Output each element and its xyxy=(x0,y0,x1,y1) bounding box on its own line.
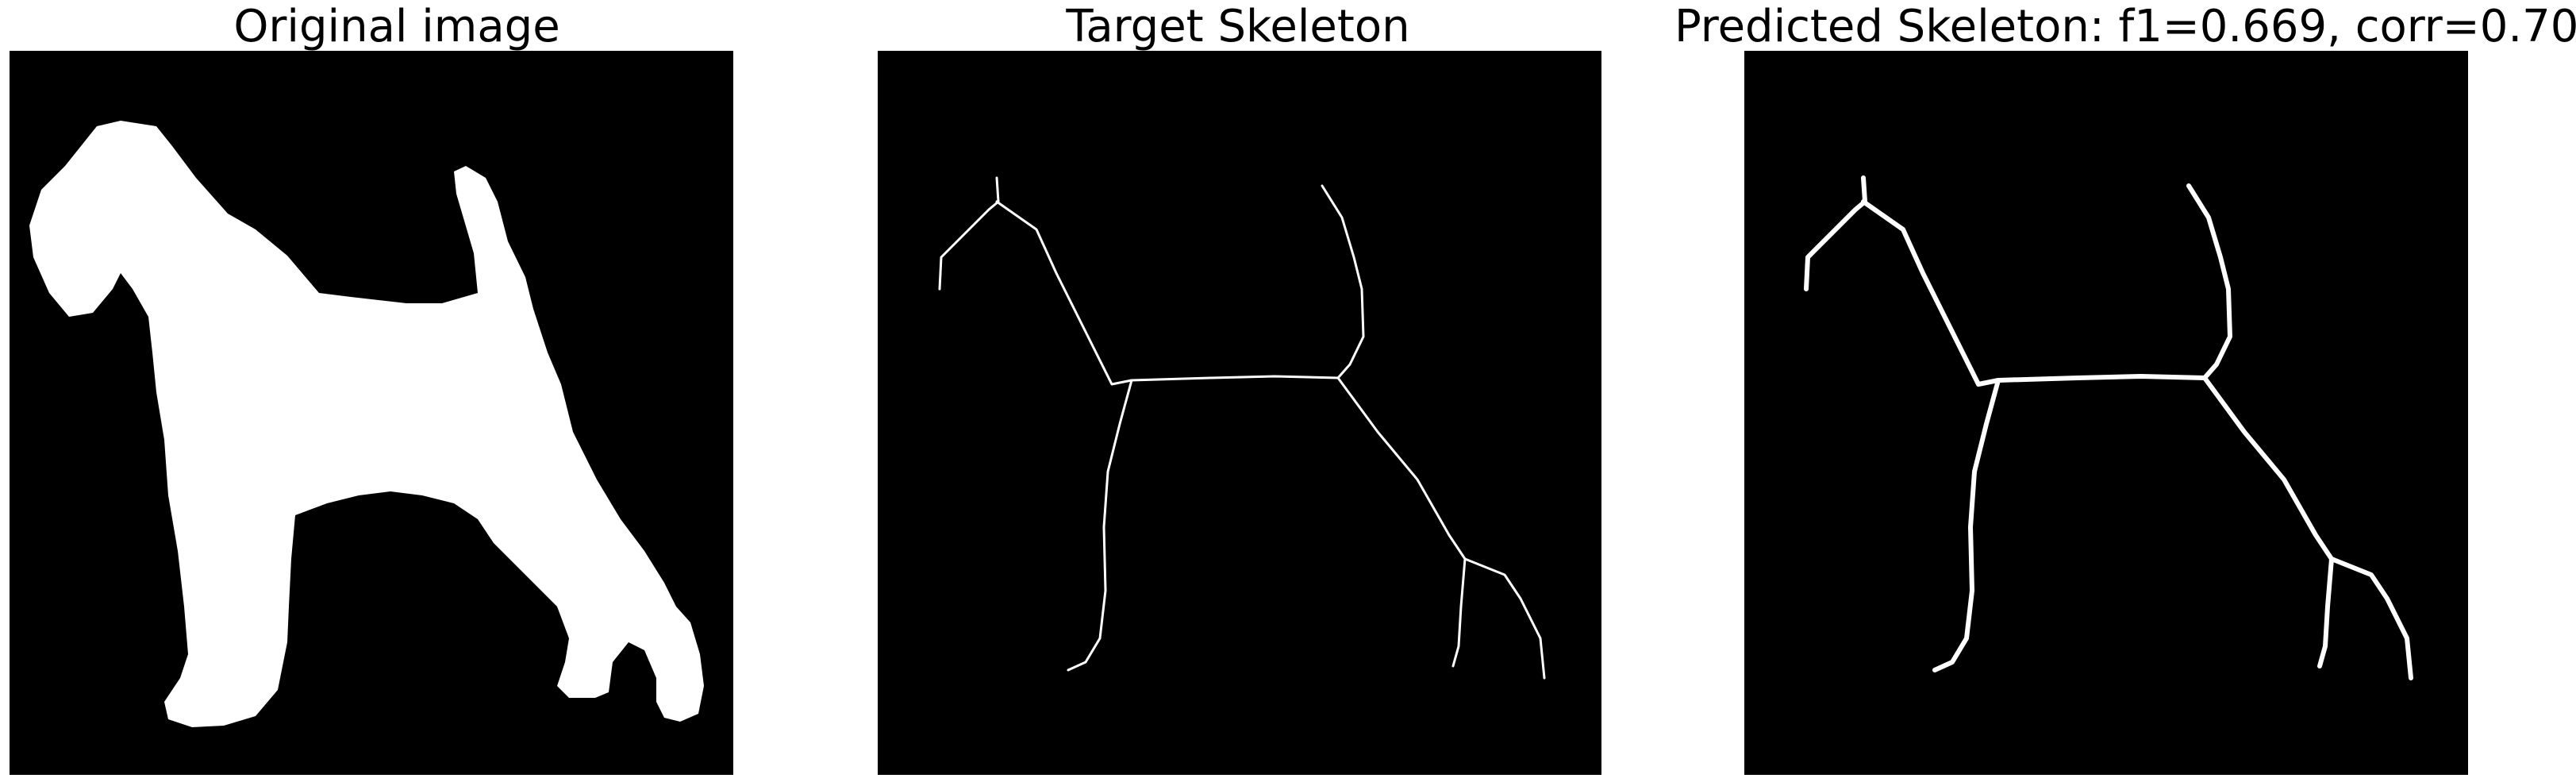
skeleton-rear-body xyxy=(2202,376,2334,561)
skeleton-rear-leg-b xyxy=(2329,557,2413,680)
predicted-skeleton-frame xyxy=(1744,51,2468,775)
skeleton-neck xyxy=(1861,199,2001,387)
skeleton-front-leg xyxy=(1067,379,1133,672)
skeleton-rear-leg-a xyxy=(2317,557,2334,668)
panel-title-predicted: Predicted Skeleton: f1=0.669, corr=0.707 xyxy=(1674,1,2576,52)
skeleton-rear-leg-b xyxy=(1463,557,1546,680)
dog-body-shape xyxy=(29,121,704,727)
skeleton-tail xyxy=(2186,183,2232,380)
skeleton-head-branch xyxy=(938,176,1000,291)
skeleton-tail xyxy=(1321,184,1365,379)
skeleton-front-leg xyxy=(1932,378,2001,672)
skeleton-rear-body xyxy=(1336,376,1467,560)
panel-target: Target Skeleton xyxy=(841,0,1635,782)
predicted-skeleton-image xyxy=(1804,175,2413,680)
dog-silhouette-image xyxy=(29,121,704,727)
panel-original: Original image xyxy=(0,0,794,782)
original-image-frame xyxy=(10,51,733,775)
panel-title-target: Target Skeleton xyxy=(1066,1,1410,52)
panel-predicted: Predicted Skeleton: f1=0.669, corr=0.707 xyxy=(1674,0,2576,782)
panel-title-original: Original image xyxy=(233,1,560,52)
skeleton-rear-leg-a xyxy=(1451,557,1467,668)
target-skeleton-image xyxy=(938,176,1546,680)
skeleton-head-branch xyxy=(1804,175,1867,291)
skeleton-neck xyxy=(995,200,1133,386)
target-skeleton-frame xyxy=(878,51,1601,775)
skeleton-back xyxy=(1130,375,1340,382)
skeleton-back xyxy=(1996,374,2207,383)
